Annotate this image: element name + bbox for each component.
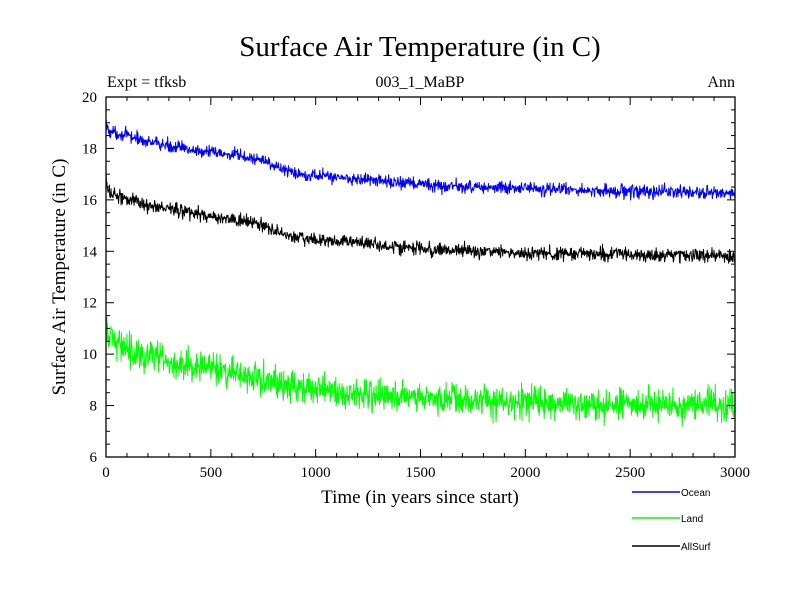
y-tick-label: 16 [82,193,98,209]
y-tick-label: 14 [82,244,98,260]
series-line-land [105,316,736,427]
chart-title: Surface Air Temperature (in C) [239,31,600,63]
series-layer [105,118,736,427]
x-tick-label: 1000 [301,465,331,481]
x-tick-label: 500 [200,465,223,481]
x-tick-label: 3000 [720,465,750,481]
expt-label: Expt = tfksb [107,74,186,91]
legend-label-land: Land [681,514,703,525]
y-tick-label: 20 [82,90,97,106]
legend-label-allsurf: AllSurf [681,542,711,553]
series-line-ocean [105,118,736,201]
x-tick-label: 2500 [615,465,645,481]
season-label: Ann [707,74,735,91]
x-tick-label: 0 [102,465,110,481]
x-tick-label: 1500 [406,465,436,481]
y-tick-label: 12 [82,296,97,312]
x-axis-label: Time (in years since start) [321,487,519,508]
y-tick-label: 10 [82,347,97,363]
y-tick-label: 8 [90,399,98,415]
series-line-allsurf [105,172,736,264]
y-tick-label: 6 [90,450,98,466]
chart-subtitle: 003_1_MaBP [376,74,465,91]
legend-label-ocean: Ocean [681,488,710,499]
y-axis-label: Surface Air Temperature (in C) [49,159,70,396]
ticks-layer: 0 500 1000 1500 2000 2500 3000 6 8 10 12 14 16 18 20 [82,90,750,481]
legend: Ocean Land AllSurf [632,488,711,553]
x-tick-label: 2000 [510,465,540,481]
y-tick-label: 18 [82,141,97,157]
